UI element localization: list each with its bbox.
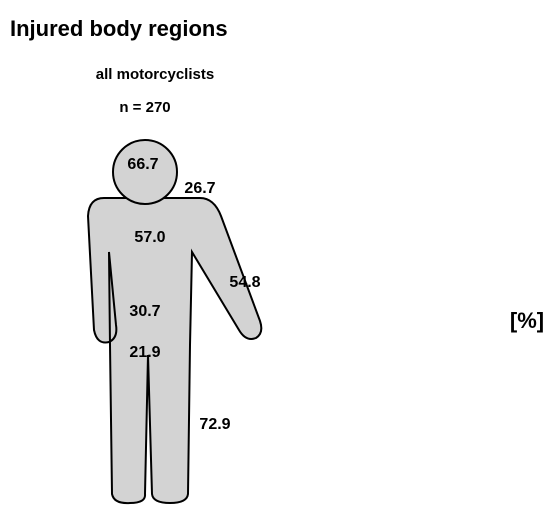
abdomen-value: 30.7 (129, 303, 160, 320)
neck-value: 26.7 (184, 180, 215, 197)
head-value: 66.7 (127, 156, 158, 173)
arm-value: 54.8 (229, 274, 260, 291)
title: Injured body regions (10, 16, 228, 41)
sample-size: n = 270 (119, 99, 170, 116)
body-silhouette (86, 197, 263, 505)
subtitle: all motorcyclists (96, 66, 214, 83)
thorax-value: 57.0 (134, 229, 165, 246)
unit: [%] (510, 308, 544, 333)
head (112, 139, 178, 205)
pelvis-value: 21.9 (129, 344, 160, 361)
leg-value: 72.9 (199, 416, 230, 433)
